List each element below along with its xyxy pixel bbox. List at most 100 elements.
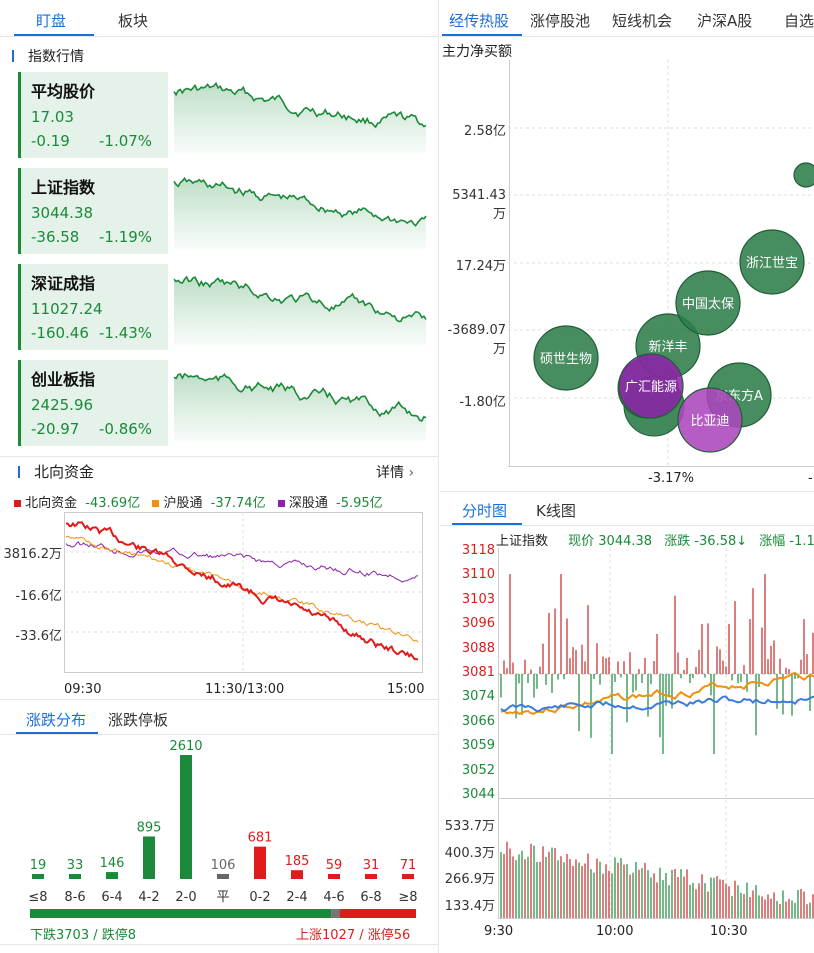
dist-bar: [402, 874, 414, 879]
dist-category-label: 2-4: [286, 890, 307, 905]
index-price: 2425.96: [31, 396, 94, 414]
bubble-label: 新洋丰: [648, 339, 687, 355]
price-y-label: 3110: [461, 567, 495, 583]
dist-bar: [254, 846, 266, 879]
dist-bar-value: 59: [326, 858, 343, 873]
dist-bar-value: 33: [67, 858, 84, 873]
index-pct: -1.07%: [99, 132, 153, 150]
dist-bar: [69, 874, 81, 879]
index-section-title: 指数行情: [28, 49, 84, 65]
legend-north: 北向资金 -43.69亿: [14, 496, 140, 511]
right-tab-short[interactable]: 短线机会: [612, 12, 673, 30]
down-ratio-segment: [30, 909, 332, 918]
index-card-2[interactable]: 上证指数 3044.38 -36.58 -1.19%: [18, 168, 168, 254]
time-tab-divider: [440, 525, 814, 526]
right-tab-divider: [440, 36, 814, 37]
dist-bar-value: 146: [100, 856, 125, 871]
down-count: 下跌3703 / 跌停8: [30, 928, 136, 943]
dist-category-label: ≥8: [398, 890, 417, 905]
dist-category-label: ≤8: [28, 890, 47, 905]
sparkline-line: [173, 81, 427, 129]
time-x-label-3: 10:30: [710, 924, 748, 939]
dist-category-label: 8-6: [64, 890, 85, 905]
sz-connect-line: [65, 541, 419, 583]
index-change: -160.46: [31, 324, 89, 342]
time-price: 现价 3044.38: [568, 534, 653, 549]
bubble-section-divider: [440, 491, 814, 492]
dist-bar: [365, 874, 377, 879]
index-card-3[interactable]: 深证成指 11027.24 -160.46 -1.43%: [18, 264, 168, 350]
dist-tab-limit[interactable]: 涨跌停板: [108, 711, 169, 729]
sparkline-area: [174, 83, 426, 154]
right-tab-watchlist[interactable]: 自选: [784, 12, 814, 30]
north-legend: 北向资金 -43.69亿 沪股通 -37.74亿 深股通 -5.95亿: [14, 492, 383, 511]
left-tab-divider: [0, 36, 438, 37]
time-info-row: 上证指数 现价 3044.38 涨跌 -36.58↓ 涨幅 -1.1: [496, 530, 814, 549]
sparkline-line: [173, 275, 427, 323]
north-x-label-2: 11:30/13:00: [205, 682, 285, 697]
avg-price-line: [500, 671, 814, 716]
time-tab-intraday[interactable]: 分时图: [462, 502, 508, 520]
volume-y-label: 266.9万: [444, 872, 495, 887]
bubble-8[interactable]: 比亚迪: [677, 387, 743, 453]
bubble-7[interactable]: 广汇能源: [618, 353, 684, 419]
bubble-y-label-1: 2.58亿: [464, 124, 506, 139]
north-detail-link[interactable]: 详情 ›: [376, 462, 414, 482]
left-tab-watch[interactable]: 盯盘: [36, 12, 67, 30]
dist-category-label: 6-8: [360, 890, 381, 905]
pane-separator: [438, 0, 439, 953]
index-name: 深证成指: [31, 274, 96, 293]
sparkline-area: [174, 277, 426, 346]
index-price: 11027.24: [31, 300, 103, 318]
bubble-label: 比亚迪: [690, 414, 729, 429]
bubble-label: 硕世生物: [540, 352, 592, 367]
price-y-label: 3081: [461, 665, 495, 680]
north-y-label-1: 3816.2万: [3, 547, 63, 562]
index-change: -0.19: [31, 132, 70, 150]
index-card-4[interactable]: 创业板指 2425.96 -20.97 -0.86%: [18, 360, 168, 446]
right-tab-hot[interactable]: 经传热股: [449, 12, 510, 30]
price-y-label: 3088: [461, 640, 495, 656]
index-sparklines: [173, 81, 427, 442]
dist-category-label: 4-2: [138, 890, 159, 905]
dist-bar: [143, 836, 155, 879]
flat-ratio-segment: [331, 909, 340, 918]
index-card-1[interactable]: 平均股价 17.03 -0.19 -1.07%: [18, 72, 168, 158]
price-y-label: 3118: [461, 543, 495, 558]
bubble-chart-title: 主力净买额: [442, 44, 512, 60]
legend-sz: 深股通 -5.95亿: [277, 496, 383, 511]
dist-category-label: 2-0: [175, 890, 196, 905]
left-tab-sector[interactable]: 板块: [118, 12, 149, 30]
price-y-label: 3044: [461, 787, 495, 802]
sparkline-area: [174, 374, 426, 442]
north-chart: [64, 512, 423, 673]
time-tab-kline[interactable]: K线图: [536, 502, 576, 520]
dist-bar-value: 2610: [169, 739, 202, 754]
bubble-4[interactable]: 浙江世宝: [739, 229, 805, 295]
dist-bar-value: 71: [400, 858, 417, 873]
dist-bar-value: 681: [248, 831, 273, 846]
time-x-label-1: 9:30: [484, 924, 514, 939]
dist-bar: [180, 755, 192, 879]
right-tab-limitup[interactable]: 涨停股池: [530, 12, 591, 30]
bubble-6[interactable]: [793, 162, 814, 188]
dist-category-label: 平: [216, 890, 229, 905]
bubble-x-label-1: -3.17%: [648, 471, 694, 486]
volume-y-label: 533.7万: [444, 819, 495, 834]
price-y-label: 3052: [461, 762, 495, 778]
price-y-label: 3074: [461, 689, 495, 705]
index-name: 上证指数: [31, 178, 96, 197]
price-line: [500, 695, 814, 713]
bubble-1[interactable]: 硕世生物: [533, 325, 599, 391]
right-tab-ashare[interactable]: 沪深A股: [697, 12, 753, 30]
north-section-title: 北向资金: [34, 463, 95, 481]
dist-tab-distribution[interactable]: 涨跌分布: [26, 711, 87, 729]
dist-category-label: 0-2: [249, 890, 270, 905]
index-section-divider: [0, 456, 438, 457]
volume-y-label: 133.4万: [444, 898, 495, 914]
bubble-3[interactable]: 中国太保: [675, 270, 741, 336]
dist-bar: [328, 874, 340, 879]
price-y-label: 3096: [461, 616, 495, 632]
index-price: 17.03: [31, 108, 74, 126]
index-change: -20.97: [31, 420, 80, 438]
